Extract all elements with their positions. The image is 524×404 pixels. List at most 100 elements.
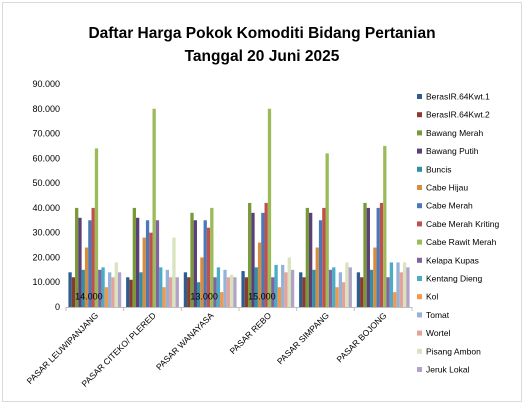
bar (233, 277, 237, 307)
bar (342, 282, 346, 307)
y-tick-label: 30.000 (32, 228, 60, 238)
category-label: PASAR WANAYASA (154, 310, 216, 372)
legend-label: Kelapa Kupas (426, 255, 479, 265)
bar (126, 277, 130, 307)
bar (267, 108, 272, 307)
data-label: 13.000 (190, 292, 218, 302)
bar (203, 220, 207, 307)
bar (175, 277, 179, 307)
y-tick-label: 60.000 (32, 153, 60, 163)
legend-swatch (417, 148, 422, 154)
bar (183, 272, 188, 307)
bar (322, 207, 326, 307)
legend-label: Bawang Merah (426, 128, 483, 138)
bar (366, 207, 370, 307)
y-tick-label: 40.000 (32, 203, 60, 213)
legend-label: Pisang Ambon (426, 346, 481, 356)
legend-label: Cabe Merah Kriting (426, 219, 500, 229)
y-tick-label: 20.000 (32, 252, 60, 262)
y-tick-label: 50.000 (32, 178, 60, 188)
bar (393, 292, 397, 307)
bar (376, 207, 380, 307)
bar (81, 269, 85, 307)
bar (315, 247, 319, 307)
bar (78, 217, 82, 307)
bar (299, 272, 303, 307)
bar (309, 212, 313, 307)
bar (162, 287, 166, 307)
chart-title: Daftar Harga Pokok Komoditi Bidang Perta… (0, 22, 524, 68)
legend-swatch (417, 166, 422, 172)
bar (257, 242, 262, 307)
bar (396, 262, 400, 307)
legend-label: BerasIR.64Kwt.2 (426, 110, 490, 120)
legend-label: BerasIR.64Kwt.1 (426, 92, 490, 102)
bar (187, 277, 191, 307)
y-tick-label: 10.000 (32, 277, 60, 287)
bar (136, 217, 140, 307)
bar (101, 267, 105, 307)
bar (68, 272, 72, 307)
legend-swatch (417, 239, 422, 245)
bar (139, 272, 143, 307)
bar (159, 267, 163, 307)
bar (229, 274, 234, 307)
bar (389, 262, 394, 307)
bar (290, 269, 295, 307)
bar (284, 272, 288, 307)
legend-swatch (417, 94, 422, 99)
bar (117, 272, 122, 307)
y-tick-label: 0 (55, 302, 60, 312)
bar (264, 202, 268, 307)
legend-label: Cabe Hijau (426, 183, 468, 193)
bar (274, 264, 278, 307)
bar (216, 267, 221, 307)
legend-swatch (417, 367, 422, 372)
bar (149, 232, 153, 307)
bar (111, 277, 115, 307)
bar (248, 202, 252, 307)
legend-swatch (417, 276, 422, 281)
legend-swatch (417, 312, 422, 318)
bar (281, 264, 285, 307)
bar (94, 148, 99, 307)
legend-label: Kol (426, 292, 438, 302)
bar (88, 220, 92, 307)
bar (75, 207, 79, 307)
bar (287, 257, 291, 307)
legend-label: Wortel (426, 328, 451, 338)
bar (142, 237, 146, 307)
bar (325, 153, 329, 307)
bar (406, 267, 410, 307)
bar (114, 262, 118, 307)
bar (356, 272, 361, 307)
legend-swatch (417, 203, 422, 209)
legend-label: Tomat (426, 310, 450, 320)
legend-swatch (417, 221, 422, 227)
bar (261, 212, 265, 307)
category-label: PASAR BOJONG (335, 310, 389, 364)
legend-swatch (417, 112, 422, 118)
bar (338, 272, 342, 307)
bar (254, 267, 258, 307)
bar (200, 257, 204, 307)
bar (277, 287, 282, 307)
data-label: 15.000 (248, 292, 276, 302)
legend-swatch (417, 257, 422, 263)
bar (196, 282, 201, 307)
bar (132, 207, 136, 307)
legend-swatch (417, 185, 422, 190)
legend-label: Kentang Dieng (426, 274, 483, 284)
legend-swatch (417, 294, 422, 300)
bar (206, 227, 211, 307)
bar (226, 277, 230, 307)
bar (348, 267, 352, 307)
bar (332, 267, 336, 307)
bar (399, 272, 403, 307)
bar (251, 212, 255, 307)
bar (169, 277, 173, 307)
bar (165, 269, 169, 307)
legend-label: Cabe Merah (426, 201, 473, 211)
